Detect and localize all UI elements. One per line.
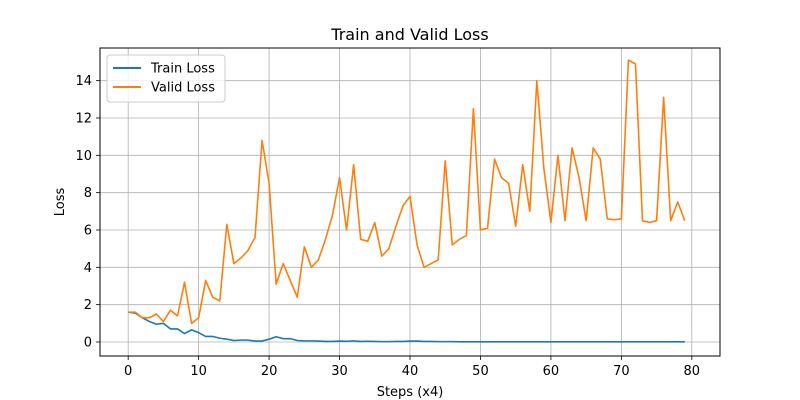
y-tick-label: 14 [75, 74, 92, 89]
x-axis-label: Steps (x4) [377, 385, 444, 400]
y-tick-label: 2 [84, 298, 92, 313]
y-tick-label: 12 [75, 112, 92, 127]
x-tick-label: 30 [331, 364, 348, 379]
x-tick-label: 10 [190, 364, 207, 379]
x-tick-label: 50 [472, 364, 489, 379]
x-tick-label: 80 [684, 364, 701, 379]
legend-box [106, 54, 226, 103]
legend: Train Loss Valid Loss [106, 54, 226, 103]
x-tick-label: 60 [543, 364, 560, 379]
x-ticks: 0 10 20 30 40 50 60 70 80 [124, 356, 700, 379]
y-tick-label: 6 [84, 224, 92, 239]
x-tick-label: 0 [124, 364, 132, 379]
chart-title: Train and Valid Loss [330, 25, 488, 44]
series-lines [128, 59, 686, 343]
legend-label-valid: Valid Loss [151, 81, 215, 96]
y-tick-label: 10 [75, 149, 92, 164]
legend-label-train: Train Loss [150, 62, 215, 77]
y-tick-label: 4 [84, 261, 92, 276]
x-tick-label: 70 [613, 364, 630, 379]
x-tick-label: 40 [402, 364, 419, 379]
y-tick-label: 0 [84, 336, 92, 351]
x-tick-label: 20 [261, 364, 278, 379]
series-line-train-loss [128, 311, 685, 343]
y-tick-label: 8 [84, 186, 92, 201]
y-ticks: 0 2 4 6 8 10 12 14 [75, 74, 100, 351]
y-axis-label: Loss [53, 188, 68, 217]
series-line-valid-loss [128, 59, 686, 325]
